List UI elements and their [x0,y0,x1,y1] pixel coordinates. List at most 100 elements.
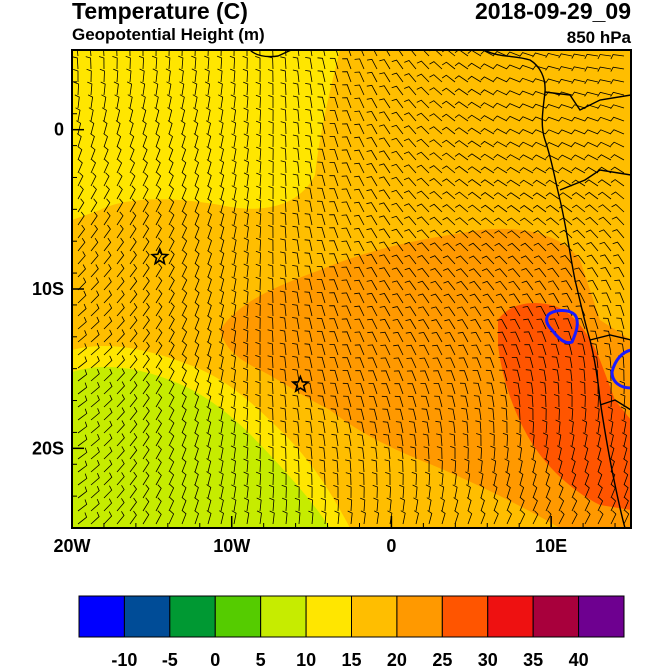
wind-barb [404,241,417,252]
wind-barb [205,94,211,109]
wind-barb [317,382,326,395]
wind-barb [614,279,625,291]
wind-barb [155,133,161,148]
wind-barb [573,254,586,265]
wind-barb [230,354,236,369]
wind-barb [343,408,352,421]
wind-barb [431,319,443,330]
wind-barb [305,408,313,421]
wind-barb [90,303,100,317]
wind-barb [207,250,212,265]
wind-barb [558,66,573,72]
wind-barb [519,154,534,161]
wind-barb [391,241,404,252]
wind-barb [430,280,443,291]
wind-barb [378,124,391,135]
wind-barb [545,484,551,499]
wind-barb [155,50,157,57]
wind-barb [480,63,495,70]
wind-barb [329,57,339,70]
wind-barb [610,141,625,148]
wind-barb [583,445,589,460]
wind-barb [305,96,313,109]
wind-barb [206,380,212,395]
wind-barb [354,318,365,330]
wind-barb [393,344,404,356]
wind-barb [506,217,521,226]
wind-barb [142,237,150,252]
wind-barb [219,198,225,213]
wind-barb [142,276,150,291]
wind-barb [368,383,378,395]
wind-barb [354,344,365,356]
wind-barb [142,289,150,304]
wind-barb [480,140,495,148]
wind-barb [267,407,274,421]
wind-barb [516,432,522,447]
wind-barb [219,185,225,200]
wind-barb [484,331,495,343]
wind-barb [292,394,300,408]
wind-barb [279,316,287,330]
wind-barb [368,370,378,382]
wind-barb [269,497,275,512]
wind-barb [533,242,547,252]
wind-barb [604,342,612,356]
wind-barb [155,471,162,486]
wind-barb [168,367,175,382]
wind-barb [77,421,88,434]
wind-barb [584,79,599,85]
wind-barb [416,73,430,83]
colorbar-swatch [123,595,171,638]
wind-barb [345,472,352,486]
wind-barb [90,224,98,239]
wind-barb [404,86,417,96]
wind-barb [267,290,274,304]
wind-barb [77,434,88,447]
wind-barb [378,215,391,226]
wind-barb [353,253,365,265]
wind-barb [168,341,175,356]
wind-barb [317,161,326,174]
wind-barb [407,383,417,395]
wind-barb [378,241,391,252]
wind-barb [473,395,482,408]
wind-barb [142,224,150,239]
colorbar-swatch [169,595,216,638]
wind-barb [432,357,443,369]
wind-barb [306,446,313,460]
wind-barb [403,138,417,148]
wind-barb [354,162,365,174]
wind-barb [305,148,313,161]
wind-barb [292,278,300,291]
wind-barb [378,176,391,187]
wind-barb [571,510,578,525]
wind-barb [218,393,224,408]
wind-barb [493,102,508,109]
wind-barb [519,116,534,122]
wind-barb [397,459,404,473]
wind-barb [206,328,212,343]
wind-barb [492,484,498,499]
wind-barb [255,407,261,421]
wind-barb [454,153,469,161]
wind-barb [204,81,211,96]
wind-barb [506,205,521,213]
wind-barb [434,408,443,421]
wind-barb [207,211,212,226]
wind-barb [367,357,378,369]
wind-barb [280,186,287,200]
wind-barb [447,395,456,408]
wind-barb [517,445,523,460]
wind-barb [316,213,326,226]
wind-barb [329,279,339,291]
wind-barb [165,68,171,83]
wind-barb [341,305,352,317]
colorbar-swatch [441,595,489,638]
wind-barb [403,125,417,135]
wind-barb [468,242,482,252]
wind-barb [243,198,249,213]
wind-barb [429,113,443,122]
wind-barb [493,154,508,161]
wind-barb [584,141,599,148]
